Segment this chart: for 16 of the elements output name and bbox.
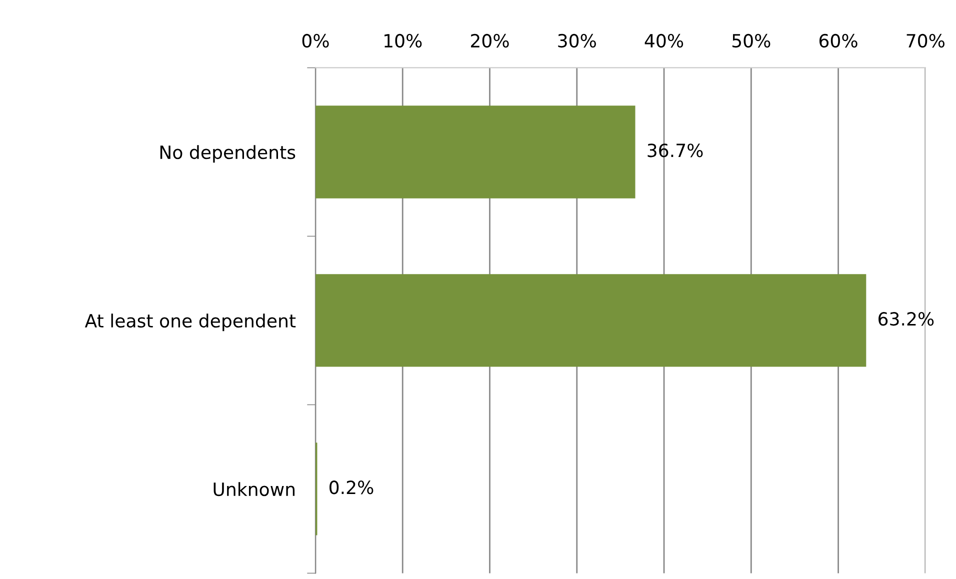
x-tick-label: 0%	[302, 34, 329, 48]
y-tick-label: Unknown	[214, 482, 295, 496]
x-tick-label: 70%	[906, 34, 944, 48]
x-tick-label: 20%	[471, 34, 509, 48]
data-label: 0.2%	[330, 480, 374, 494]
bar	[315, 274, 866, 367]
y-tick-label: At least one dependent	[84, 314, 296, 332]
x-tick-label: 10%	[384, 34, 422, 48]
x-tick-label: 30%	[558, 34, 596, 48]
bar	[315, 106, 636, 198]
y-tick-label: No dependents	[160, 145, 296, 163]
data-label: 63.2%	[878, 312, 934, 326]
x-tick-label: 40%	[644, 34, 684, 48]
x-tick-label: 60%	[819, 34, 858, 48]
x-tick-label: 50%	[732, 34, 770, 48]
data-label: 36.7%	[648, 144, 703, 158]
